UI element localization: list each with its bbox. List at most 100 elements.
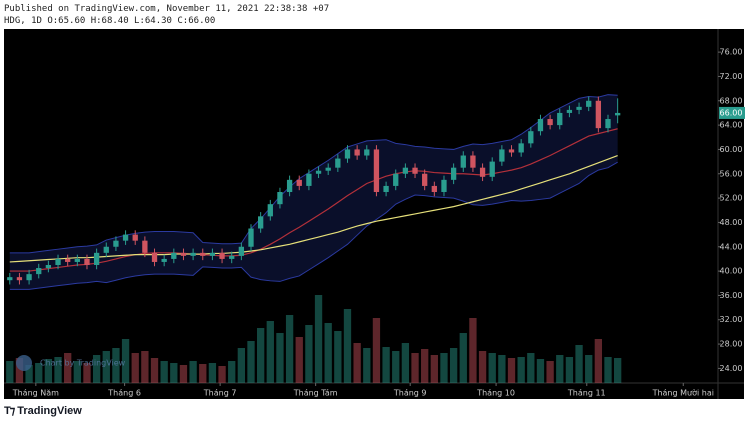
volume-bar [314, 295, 323, 383]
volume-bar [488, 353, 496, 383]
candle-body [180, 252, 187, 256]
y-tick-label: 40.00 [720, 267, 743, 276]
candle-body [55, 258, 61, 265]
last-price-box [719, 106, 745, 119]
candle-body [547, 119, 553, 126]
volume-bar [614, 358, 622, 383]
moving-average [9, 154, 618, 263]
volume-bar [353, 343, 361, 383]
candle-body [566, 109, 573, 113]
volume-bar [112, 348, 120, 383]
volume-bar [208, 363, 217, 383]
candle-body [277, 192, 283, 205]
volume-bar [237, 348, 246, 383]
candle-body [122, 234, 129, 241]
volume-bar [382, 347, 390, 383]
chart-background [4, 29, 744, 399]
volume-bar [160, 361, 168, 383]
footer-logo: T⁊ [4, 405, 15, 417]
candle-body [142, 240, 148, 253]
candle-body [26, 274, 32, 281]
volume-bar [372, 318, 381, 383]
candle-body [209, 252, 216, 256]
candle-body [306, 173, 312, 186]
watermark: Chart by TradingView [40, 359, 126, 368]
published-line: Published on TradingView.com, November 1… [4, 4, 330, 14]
candle-body [354, 149, 360, 156]
candle-body [286, 179, 293, 193]
x-tick-label: Tháng 11 [567, 389, 606, 398]
volume-bar [64, 353, 72, 383]
y-tick-label: 32.00 [720, 315, 743, 324]
volume-bar [536, 359, 545, 383]
volume-bar [334, 331, 342, 383]
volume-bar [179, 365, 188, 383]
y-tick-label: 36.00 [720, 291, 743, 300]
volume-bar [527, 353, 535, 383]
volume-bar [228, 361, 236, 383]
y-tick-label: 72.00 [720, 72, 743, 81]
candle-body [412, 167, 418, 174]
candle-body [335, 158, 341, 168]
volume-bar [141, 351, 149, 383]
x-tick-label: Tháng Mười hai [652, 388, 714, 398]
candle-body [161, 258, 167, 262]
y-tick-label: 56.00 [720, 169, 743, 178]
volume-bar [276, 333, 284, 383]
candle-body [132, 234, 138, 241]
candle-body [344, 149, 351, 159]
volume-bar [440, 353, 448, 383]
volume-bar [459, 333, 467, 383]
volume-bar [392, 351, 400, 383]
band-line [9, 94, 618, 254]
candle-body [605, 119, 611, 129]
candle-body [258, 216, 264, 229]
y-tick-label: 68.00 [720, 96, 743, 105]
volume-bar [54, 357, 62, 383]
x-tick-label: Tháng Tám [293, 389, 338, 398]
volume-bar [295, 337, 303, 383]
candle-body [74, 258, 80, 262]
volume-bar [121, 339, 130, 383]
y-tick-label: 76.00 [720, 48, 743, 57]
volume-bar [411, 353, 419, 383]
volume-bar [25, 365, 33, 383]
volume-bar [430, 355, 438, 383]
candle-body [393, 173, 399, 186]
volume-bar [305, 325, 313, 383]
candle-body [219, 252, 225, 259]
volume-bar [604, 357, 612, 383]
candle-body [586, 100, 592, 107]
last-price-label: 66.00 [720, 108, 743, 117]
candle-body [557, 112, 563, 126]
volume-bar [131, 353, 139, 383]
candle-body [470, 155, 476, 168]
volume-bar [507, 358, 516, 383]
candle-body [7, 277, 13, 281]
volume-bar [83, 363, 91, 383]
x-tick-label: Tháng 9 [393, 389, 427, 398]
candle-body [615, 112, 621, 116]
volume-bar [421, 349, 429, 383]
candle-body [229, 255, 235, 259]
volume-bar [556, 355, 564, 383]
volume-bar [343, 309, 352, 383]
candle-body [84, 258, 90, 265]
volume-bar [92, 355, 101, 383]
volume-bar [517, 357, 525, 383]
volume-bar [102, 351, 110, 383]
volume-bar [247, 341, 255, 383]
candle-body [36, 268, 42, 275]
y-tick-label: 48.00 [720, 218, 743, 227]
candle-body [373, 149, 380, 193]
volume-bar [189, 361, 197, 383]
volume-bar [546, 361, 554, 383]
candle-body [518, 143, 524, 153]
symbol-line: HDG, 1D O:65.60 H:68.40 L:64.30 C:66.00 [4, 16, 216, 26]
volume-bar [401, 343, 410, 383]
volume-bar [35, 363, 43, 383]
candle-body [151, 252, 158, 262]
volume-bar [594, 339, 603, 383]
